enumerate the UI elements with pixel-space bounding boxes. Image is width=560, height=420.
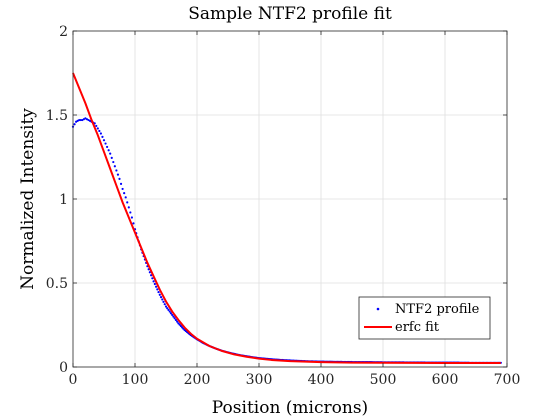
data-point [163, 303, 166, 306]
data-point [167, 308, 170, 311]
data-point [173, 317, 176, 320]
data-point [158, 293, 161, 296]
x-tick-label: 700 [494, 372, 521, 388]
data-point [171, 313, 174, 317]
data-point [123, 192, 126, 195]
data-point [156, 288, 159, 291]
data-point [99, 132, 102, 135]
legend: NTF2 profile erfc fit [358, 296, 491, 340]
x-tick-label: 300 [246, 372, 273, 388]
y-tick-label: 1.5 [46, 108, 68, 124]
data-point [154, 285, 158, 288]
data-point [168, 310, 171, 313]
series-erfc-fit [72, 72, 501, 364]
data-point [109, 152, 112, 155]
data-point [132, 222, 135, 225]
data-point [174, 318, 178, 322]
data-point [73, 123, 76, 126]
x-tick-label: 0 [69, 372, 78, 388]
data-point [126, 201, 129, 204]
data-point [153, 282, 156, 286]
data-point [110, 156, 113, 159]
data-point [166, 307, 169, 310]
data-point [115, 169, 118, 172]
data-point [95, 124, 98, 128]
x-tick-label: 600 [432, 372, 459, 388]
data-point [121, 187, 124, 191]
data-point [169, 312, 173, 315]
data-point [96, 127, 99, 130]
x-axis-label: Position (microns) [212, 398, 368, 418]
legend-box [358, 296, 491, 340]
data-point [124, 196, 127, 199]
data-point [151, 277, 154, 280]
data-point [152, 280, 155, 283]
data-point [176, 320, 179, 323]
x-tick-label: 100 [122, 372, 149, 388]
ticks: 0 100 200 300 400 500 600 700 0 0.5 1 1.5 2 [46, 24, 521, 388]
data-point [130, 216, 133, 219]
y-tick-label: 1 [59, 192, 68, 208]
data-point [172, 315, 175, 318]
y-tick-label: 2 [59, 24, 68, 40]
data-point [107, 149, 110, 152]
data-point [150, 274, 153, 277]
data-point [102, 139, 106, 142]
data-point [127, 206, 130, 209]
data-point [161, 298, 164, 301]
data-point [129, 211, 132, 214]
grid-lines [73, 31, 507, 367]
legend-label-ntf2-profile: NTF2 profile [395, 302, 480, 317]
legend-label-erfc-fit: erfc fit [395, 320, 440, 335]
data-point [159, 296, 163, 299]
data-point [164, 305, 168, 308]
data-point [78, 118, 81, 122]
data-point [98, 129, 101, 133]
legend-marker-ntf2-profile [376, 307, 380, 311]
data-point [162, 300, 165, 303]
series-line [72, 72, 501, 364]
data-point [113, 165, 116, 168]
x-tick-label: 400 [308, 372, 335, 388]
series-layer [71, 72, 502, 364]
data-point [101, 135, 104, 138]
x-tick-label: 500 [370, 372, 397, 388]
x-tick-label: 200 [184, 372, 211, 388]
data-point [118, 177, 121, 180]
data-point [157, 290, 160, 294]
data-point [104, 142, 107, 145]
data-point [112, 160, 115, 164]
data-point [79, 118, 82, 122]
y-axis-label: Normalized Intensity [18, 108, 38, 290]
y-tick-label: 0 [59, 360, 68, 376]
data-point [116, 173, 120, 176]
y-tick-label: 0.5 [46, 276, 68, 292]
data-point [106, 145, 109, 149]
chart-title: Sample NTF2 profile fit [188, 4, 392, 24]
data-point [119, 182, 123, 185]
